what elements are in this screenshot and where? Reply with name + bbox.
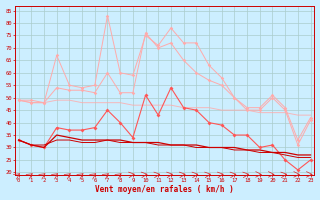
X-axis label: Vent moyen/en rafales ( km/h ): Vent moyen/en rafales ( km/h ) bbox=[95, 185, 234, 194]
